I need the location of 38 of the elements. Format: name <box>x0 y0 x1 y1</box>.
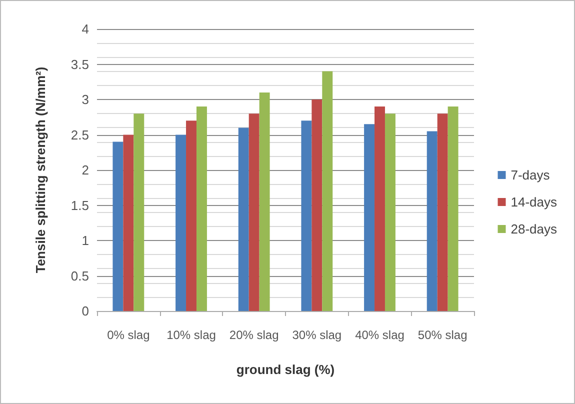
bar <box>112 142 124 311</box>
y-tick-label: 4 <box>82 22 89 36</box>
x-tick-label: 0% slag <box>107 328 150 342</box>
bar <box>448 106 458 311</box>
x-tick-label: 20% slag <box>229 328 279 342</box>
y-tick-label: 1 <box>82 233 89 248</box>
y-tick-label: 0.5 <box>70 268 89 284</box>
bar <box>301 120 312 311</box>
y-tick-label: 0 <box>82 304 89 318</box>
bar <box>248 114 260 311</box>
bar <box>384 114 396 311</box>
x-tick-label: 10% slag <box>166 328 216 342</box>
x-tick-label: 50% slag <box>418 328 468 342</box>
bar <box>196 106 207 311</box>
bar <box>134 114 144 311</box>
bar <box>426 131 438 311</box>
bar <box>322 71 333 311</box>
y-tick-label: 1.5 <box>70 198 89 213</box>
legend-label: 14-days <box>510 194 558 210</box>
y-tick-label: 2.5 <box>70 127 89 142</box>
y-tick-label: 2 <box>82 162 89 178</box>
bar <box>374 106 385 311</box>
bar <box>259 92 270 311</box>
y-axis-title: Tensile splitting strength (N/mm²) <box>33 66 48 274</box>
bar <box>364 124 375 311</box>
bar <box>123 134 134 311</box>
y-tick-label: 3 <box>82 92 89 107</box>
y-tick-label: 3.5 <box>70 56 89 72</box>
x-axis-title: ground slag (%) <box>236 362 335 377</box>
legend-label: 28-days <box>510 222 558 236</box>
bar <box>238 128 249 311</box>
x-tick-label: 30% slag <box>292 328 342 342</box>
bar <box>186 120 196 311</box>
bar <box>437 114 448 311</box>
bar <box>176 134 186 311</box>
x-tick-label: 40% slag <box>355 328 404 342</box>
bar <box>312 100 322 311</box>
legend-label: 7-days <box>510 168 550 182</box>
